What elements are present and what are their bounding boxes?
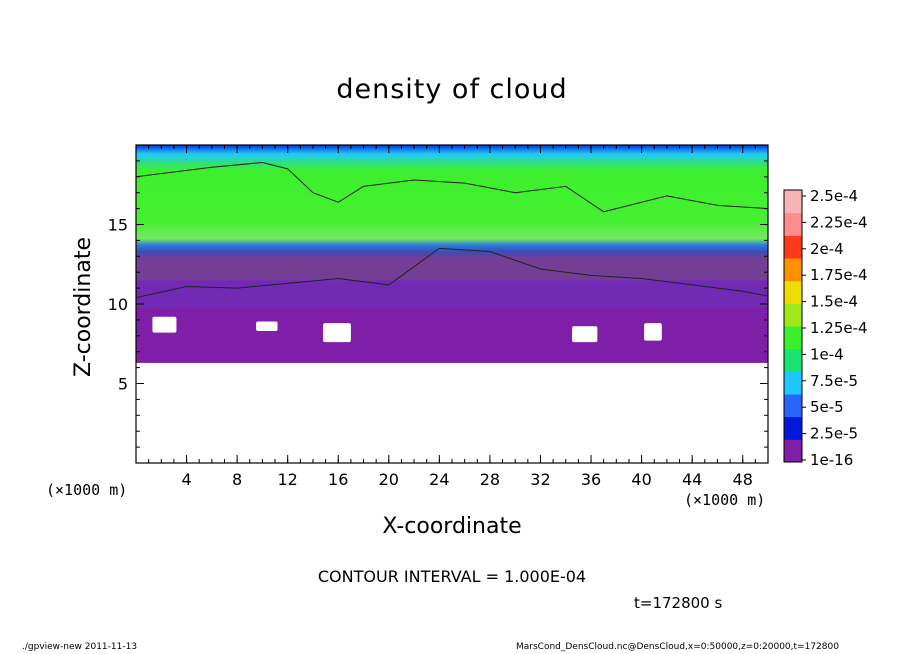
contour-interval-note: CONTOUR INTERVAL = 1.000E-04: [317, 567, 587, 586]
x-axis-unit-right: (×1000 m): [684, 491, 766, 509]
colorbar-swatch: [784, 326, 802, 350]
colorbar-label: 1.75e-4: [810, 266, 868, 284]
colorbar-swatch: [784, 258, 802, 282]
colorbar-swatch: [784, 371, 802, 395]
chart-title: density of cloud: [336, 74, 568, 105]
colorbar-label: 1e-16: [810, 451, 853, 469]
contour-line: [135, 247, 769, 299]
x-tick-label: 44: [682, 470, 702, 489]
x-tick-label: 48: [733, 470, 753, 489]
plot-area: [135, 145, 769, 463]
x-tick-label: 16: [328, 470, 348, 489]
x-tick-label: 28: [480, 470, 500, 489]
cloud-field: [136, 145, 768, 363]
colorbar-swatch: [784, 394, 802, 418]
colorbar-swatch: [784, 190, 802, 214]
x-tick-label: 4: [181, 470, 191, 489]
footer-dataset-info: MarsCond_DensCloud.nc@DensCloud,x=0:5000…: [516, 642, 839, 652]
cloud-gap: [323, 323, 351, 343]
colorbar-label: 1.5e-4: [810, 293, 858, 311]
x-tick-label: 20: [379, 470, 399, 489]
y-tick-label: 5: [118, 375, 128, 394]
colorbar-swatch: [784, 303, 802, 327]
x-tick-label: 32: [530, 470, 550, 489]
cloud-gap: [572, 326, 598, 343]
cloud-gap: [152, 316, 177, 333]
cloud-gap: [256, 321, 278, 332]
colorbar-swatch: [784, 416, 802, 440]
y-tick-label: 10: [108, 295, 128, 314]
colorbar: 1e-16 2.5e-5 5e-5 7.5e-5 1e-4 1.25e-4 1.5e-4 1.…: [783, 187, 868, 469]
colorbar-label: 2.25e-4: [810, 213, 868, 231]
colorbar-swatch: [784, 235, 802, 259]
colorbar-label: 2.5e-4: [810, 187, 858, 205]
colorbar-label: 1e-4: [810, 345, 844, 363]
colorbar-label: 1.25e-4: [810, 319, 868, 337]
colorbar-swatch: [784, 439, 802, 463]
cloud-gap: [644, 323, 662, 341]
colorbar-label: 7.5e-5: [810, 372, 858, 390]
x-tick-label: 40: [631, 470, 651, 489]
colorbar-label: 2.5e-5: [810, 425, 858, 443]
colorbar-swatch: [784, 212, 802, 236]
colorbar-label: 5e-5: [810, 398, 844, 416]
footer-program-info: ./gpview-new 2011-11-13: [22, 642, 138, 652]
colorbar-label: 2e-4: [810, 240, 844, 258]
time-stamp: t=172800 s: [634, 594, 723, 612]
colorbar-swatch: [784, 348, 802, 372]
colorbar-swatch: [784, 280, 802, 304]
x-tick-label: 8: [232, 470, 242, 489]
y-tick-label: 15: [108, 216, 128, 235]
x-axis-unit-left: (×1000 m): [46, 481, 128, 499]
x-tick-label: 24: [429, 470, 449, 489]
colorbar-frame: [783, 189, 803, 463]
x-tick-label: 12: [278, 470, 298, 489]
x-tick-label: 36: [581, 470, 601, 489]
contour-line: [135, 161, 769, 213]
x-axis-label: X-coordinate: [382, 514, 522, 539]
